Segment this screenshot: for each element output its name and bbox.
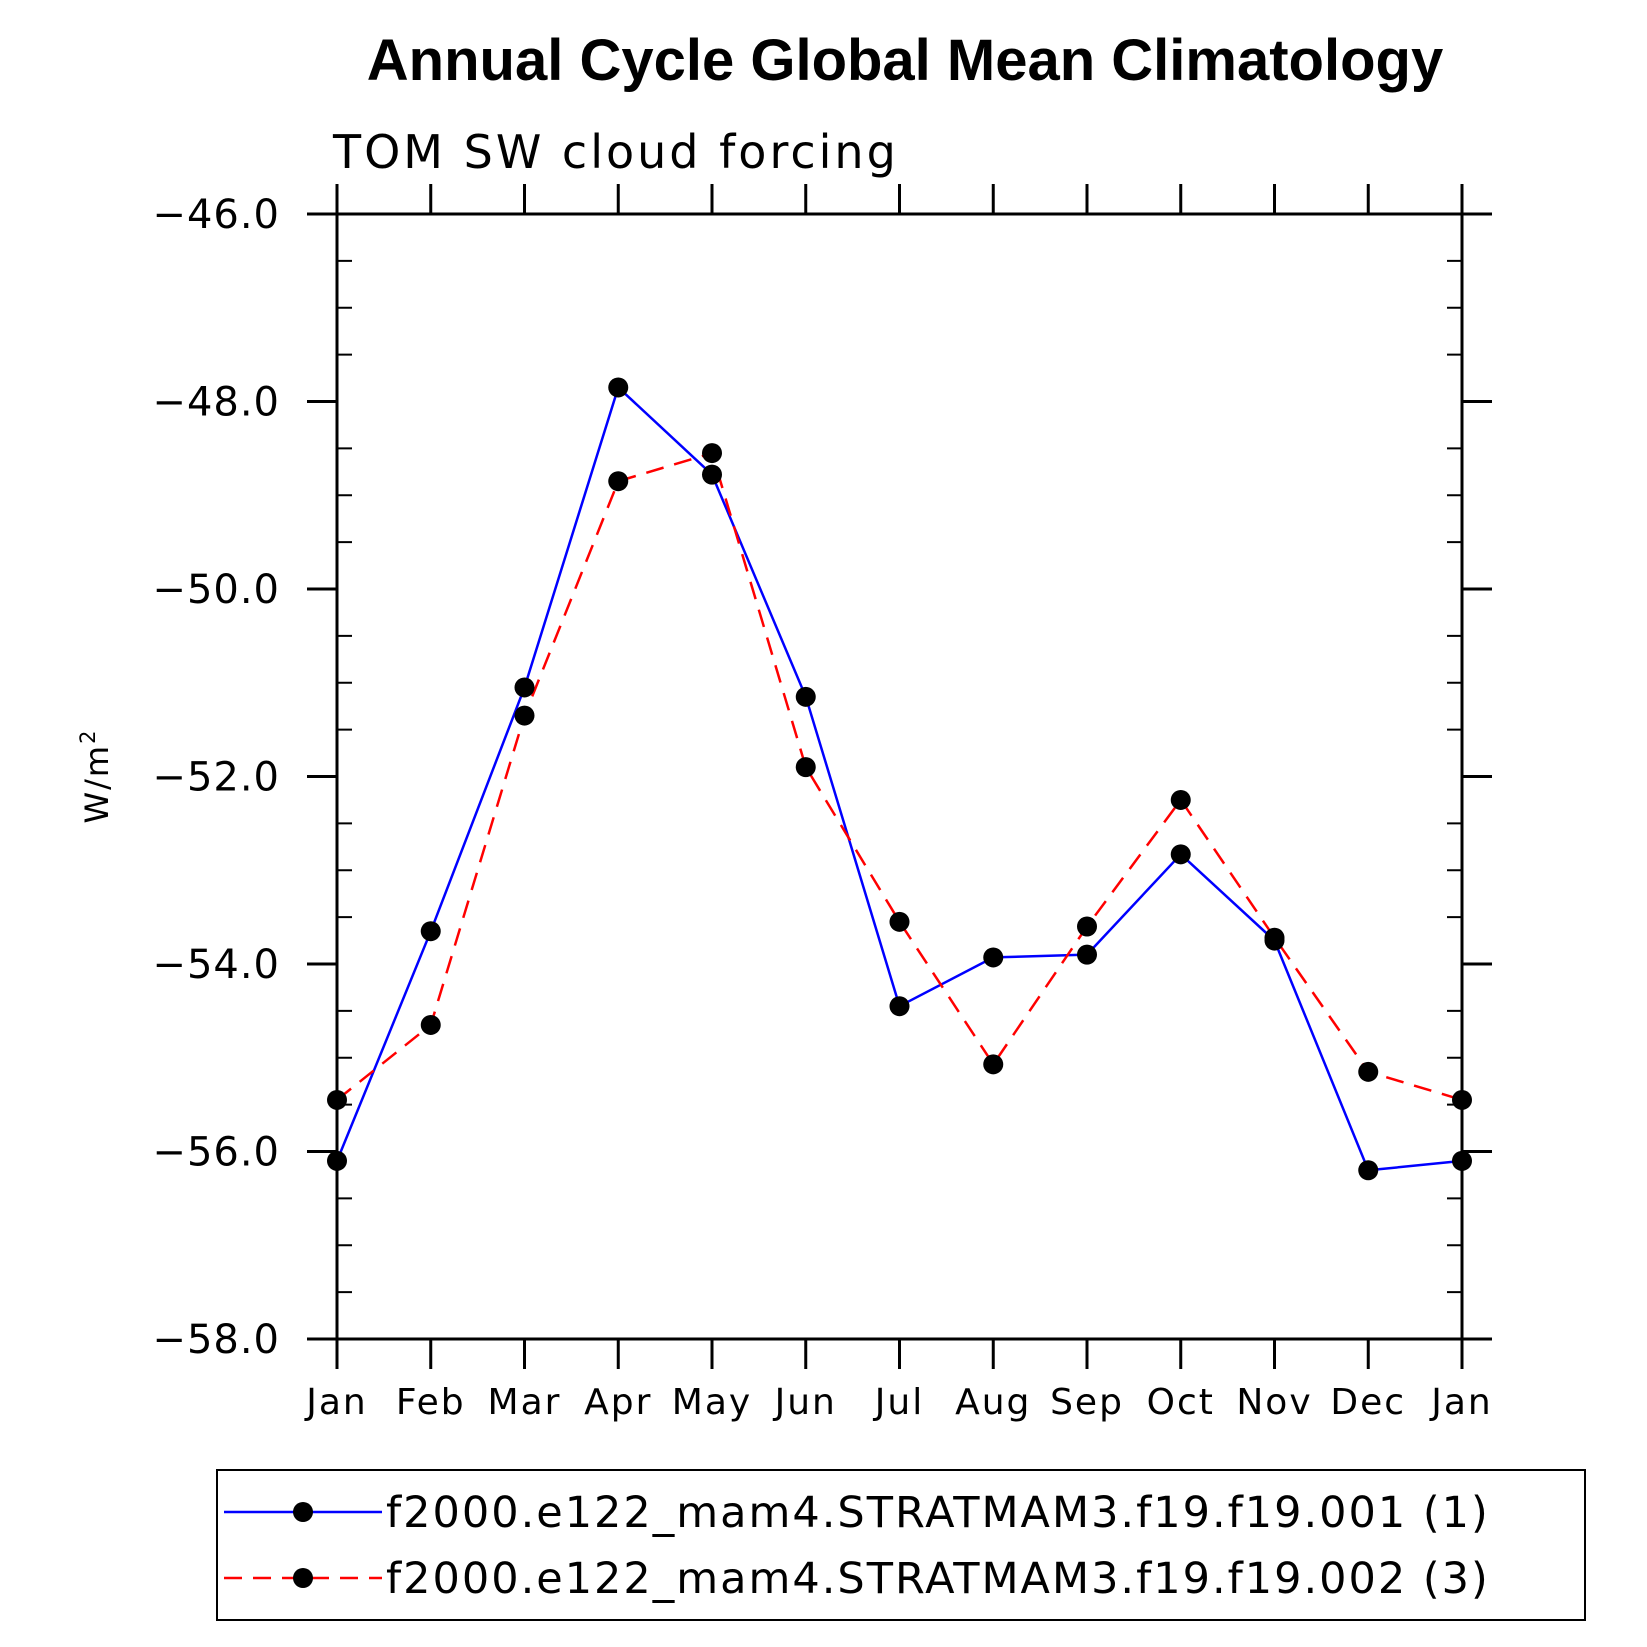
x-tick-label: Oct	[1147, 1382, 1215, 1423]
data-point-series-1	[1452, 1150, 1472, 1171]
data-point-series-1	[702, 464, 722, 485]
x-tick-label: Apr	[584, 1382, 652, 1423]
axes: Jan Feb Mar Apr May Jun Jul Aug Sep Oct Nov Dec Jan−…	[152, 184, 1492, 1423]
chart-subtitle: TOM SW cloud forcing	[332, 125, 899, 179]
data-point-series-2	[1077, 916, 1097, 937]
data-point-series-2	[514, 705, 535, 726]
legend: f2000.e122_mam4.STRATMAM3.f19.f19.001 (1…	[216, 1469, 1586, 1621]
y-axis-label: W/m2	[76, 729, 116, 824]
data-point-series-1	[1077, 944, 1097, 965]
data-point-series-2	[1264, 927, 1285, 948]
data-point-series-2	[795, 757, 816, 778]
y-tick-label: −48.0	[152, 380, 280, 426]
legend-box	[216, 1469, 1586, 1621]
x-tick-label: Dec	[1330, 1382, 1406, 1423]
y-axis-label-superscript: 2	[76, 729, 100, 744]
legend-label-series-2: f2000.e122_mam4.STRATMAM3.f19.f19.002 (3…	[386, 1554, 1490, 1604]
data-point-series-2	[1358, 1061, 1379, 1082]
chart-title: Annual Cycle Global Mean Climatology	[367, 28, 1443, 93]
x-tick-label: May	[672, 1382, 752, 1423]
data-markers	[327, 377, 1472, 1181]
data-point-series-1	[795, 686, 816, 707]
y-tick-label: −58.0	[152, 1317, 280, 1363]
x-tick-label: Aug	[955, 1382, 1031, 1423]
data-point-series-1	[1358, 1160, 1379, 1181]
x-tick-label: Jan	[304, 1382, 368, 1423]
data-point-series-1	[420, 921, 441, 942]
x-tick-label: Jan	[1429, 1382, 1493, 1423]
y-tick-label: −54.0	[152, 942, 280, 988]
x-tick-label: Jun	[773, 1382, 837, 1423]
y-tick-label: −50.0	[152, 567, 280, 613]
series-lines	[335, 386, 1463, 1172]
legend-marker-series-1	[293, 1502, 313, 1522]
data-point-series-1	[514, 677, 535, 698]
data-point-series-1	[983, 947, 1004, 968]
data-point-series-2	[327, 1089, 347, 1110]
y-tick-label: −52.0	[152, 755, 280, 801]
legend-label-series-1: f2000.e122_mam4.STRATMAM3.f19.f19.001 (1…	[386, 1488, 1490, 1538]
svg-text:W/m2: W/m2	[76, 729, 116, 824]
data-point-series-2	[702, 443, 722, 464]
x-tick-label: Jul	[873, 1382, 924, 1423]
x-tick-label: Feb	[396, 1382, 466, 1423]
data-point-series-2	[983, 1054, 1004, 1075]
x-tick-label: Mar	[488, 1382, 562, 1423]
data-point-series-2	[889, 911, 910, 932]
data-point-series-1	[327, 1150, 347, 1171]
x-tick-label: Nov	[1236, 1382, 1312, 1423]
data-point-series-1	[889, 996, 910, 1017]
data-point-series-2	[1170, 789, 1191, 810]
data-point-series-1	[608, 377, 629, 398]
data-point-series-1	[1170, 844, 1191, 865]
data-point-series-2	[420, 1014, 441, 1035]
x-tick-label: Sep	[1050, 1382, 1124, 1423]
data-point-series-2	[1452, 1089, 1472, 1110]
y-axis-label-text: W/m	[78, 744, 116, 824]
y-tick-label: −56.0	[152, 1130, 280, 1176]
y-tick-label: −46.0	[152, 192, 280, 238]
data-point-series-2	[608, 471, 629, 492]
legend-marker-series-2	[293, 1568, 313, 1588]
